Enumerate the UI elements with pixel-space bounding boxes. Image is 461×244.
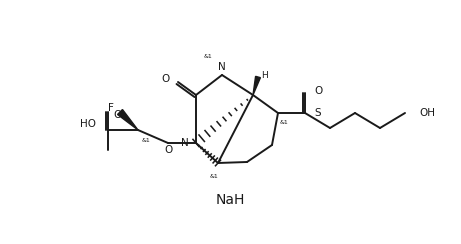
- Text: &1: &1: [280, 121, 289, 125]
- Text: O: O: [314, 86, 322, 96]
- Text: OH: OH: [419, 108, 435, 118]
- Text: &1: &1: [204, 54, 213, 60]
- Text: N: N: [218, 62, 226, 72]
- Text: O: O: [113, 110, 121, 120]
- Text: &1: &1: [142, 138, 150, 142]
- Text: H: H: [260, 71, 267, 80]
- Text: O: O: [162, 74, 170, 84]
- Text: NaH: NaH: [215, 193, 245, 207]
- Polygon shape: [253, 76, 260, 95]
- Text: &1: &1: [210, 174, 219, 180]
- Polygon shape: [118, 110, 138, 130]
- Text: HO: HO: [80, 119, 96, 129]
- Text: F: F: [108, 103, 114, 113]
- Text: O: O: [164, 145, 172, 155]
- Text: N: N: [181, 138, 189, 148]
- Text: S: S: [314, 108, 320, 118]
